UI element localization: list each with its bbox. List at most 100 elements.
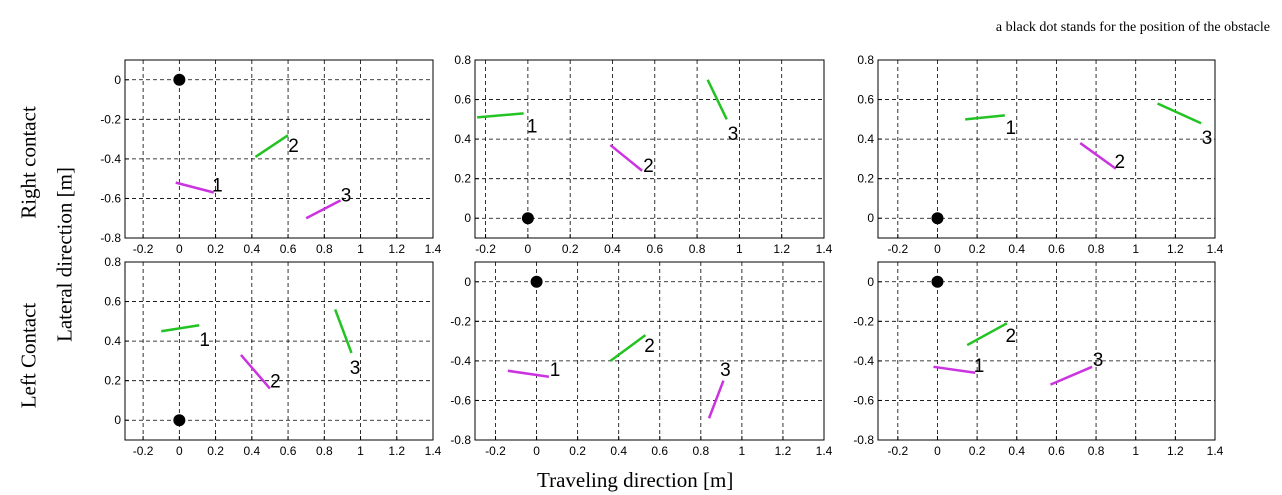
plot-frame [124, 261, 434, 441]
obstacle-dot [173, 414, 186, 427]
x-tick-label: 1.4 [1207, 242, 1224, 256]
x-tick-label: 0.2 [562, 242, 579, 256]
x-tick-label: 0.8 [316, 242, 333, 256]
x-tick-label: 0.8 [692, 444, 709, 458]
x-tick-label: 1.4 [816, 242, 833, 256]
x-tick-label: 0.8 [1088, 444, 1105, 458]
obstacle-dot [530, 275, 543, 288]
segment-1 [933, 365, 976, 374]
plot-frame [877, 261, 1216, 441]
x-tick-label: 0.2 [969, 242, 986, 256]
x-tick-label: 1.4 [1207, 444, 1224, 458]
segment-label-3: 3 [350, 358, 361, 379]
obstacle-note: a black dot stands for the position of t… [995, 20, 1270, 35]
x-tick-label: 0 [176, 444, 183, 458]
x-tick-label: -0.2 [475, 242, 496, 256]
x-tick-label: 0.2 [207, 242, 224, 256]
y-tick-label: 0 [114, 413, 121, 427]
segment-label-1: 1 [212, 176, 223, 197]
plot-frame [877, 59, 1216, 239]
segment-label-3: 3 [1202, 128, 1213, 149]
x-tick-label: -0.2 [133, 444, 154, 458]
x-tick-label: 0.6 [280, 444, 297, 458]
segment-2 [966, 322, 1008, 347]
x-tick-label: 1 [357, 242, 364, 256]
x-tick-label: 0.4 [604, 242, 621, 256]
segment-label-2: 2 [270, 372, 281, 393]
x-tick-label: 1.4 [816, 444, 833, 458]
segment-label-2: 2 [1115, 152, 1126, 173]
subplot-6: -0.2 0 0.2 0.4 0.6 0.8 1 1.2 1.4 -0.8 -0.6 -0.4 -0.2… [853, 261, 1224, 458]
y-tick-label: 0.6 [104, 295, 121, 309]
segment-label-1: 1 [199, 330, 210, 351]
x-tick-label: -0.2 [133, 242, 154, 256]
subplot-3: -0.2 0 0.2 0.4 0.6 0.8 1 1.2 1.4 0 0.2 0.4 0.6 0.8 1 2 3 [857, 53, 1223, 256]
y-tick-label: 0.6 [857, 93, 874, 107]
x-tick-label: 0 [525, 242, 532, 256]
subplot-2: -0.2 0 0.2 0.4 0.6 0.8 1 1.2 1.4 0 0.2 0.4 0.6 0.8 1 2 3 [454, 53, 832, 256]
segment-3 [333, 309, 353, 354]
x-tick-label: 0.6 [1048, 444, 1065, 458]
x-axis-label: Traveling direction [m] [537, 468, 734, 492]
segment-label-3: 3 [341, 185, 352, 206]
segment-label-1: 1 [974, 356, 985, 377]
y-tick-label: 0.8 [104, 255, 121, 269]
y-tick-label: -0.8 [100, 231, 121, 245]
x-tick-label: 0.8 [689, 242, 706, 256]
segment-1 [507, 369, 550, 378]
x-tick-label: 1 [357, 444, 364, 458]
segment-3 [1049, 365, 1093, 386]
y-tick-label: 0 [464, 211, 471, 225]
x-tick-label: 0.4 [243, 444, 260, 458]
y-tick-label: -0.8 [853, 433, 874, 447]
x-tick-label: 1.2 [775, 444, 792, 458]
x-tick-label: 1.4 [425, 444, 442, 458]
x-tick-label: 1 [739, 444, 746, 458]
y-tick-label: 0.2 [454, 172, 471, 186]
x-tick-label: 0.6 [646, 242, 663, 256]
x-tick-label: 0.4 [1008, 444, 1025, 458]
x-tick-label: 0 [176, 242, 183, 256]
x-tick-label: 0.4 [1008, 242, 1025, 256]
x-tick-label: 0 [533, 444, 540, 458]
y-tick-label: 0.4 [454, 132, 471, 146]
y-tick-label: 0.8 [857, 53, 874, 67]
y-tick-label: 0.2 [857, 172, 874, 186]
x-tick-label: 0.8 [1088, 242, 1105, 256]
x-tick-label: 1.2 [388, 444, 405, 458]
segment-2 [240, 354, 271, 390]
x-tick-label: 0.8 [316, 444, 333, 458]
x-tick-label: 0.2 [207, 444, 224, 458]
x-tick-label: 0.2 [969, 444, 986, 458]
y-tick-label: -0.6 [450, 393, 471, 407]
x-tick-label: 0.4 [610, 444, 627, 458]
plot-frame [474, 59, 825, 239]
segment-label-3: 3 [1093, 350, 1104, 371]
y-tick-label: 0 [867, 211, 874, 225]
subplot-1: -0.2 0 0.2 0.4 0.6 0.8 1 1.2 1.4 -0.8 -0.6 -0.4 -0.2… [100, 59, 442, 256]
x-tick-label: 1.2 [1167, 242, 1184, 256]
x-tick-label: 1 [736, 242, 743, 256]
segment-3 [707, 380, 725, 419]
plot-frame [124, 59, 434, 239]
x-tick-label: -0.2 [887, 444, 908, 458]
segment-1 [477, 112, 524, 119]
segment-label-1: 1 [527, 116, 538, 137]
segment-1 [965, 114, 1005, 121]
x-tick-label: 1.2 [1167, 444, 1184, 458]
y-tick-label: -0.2 [450, 314, 471, 328]
segment-3 [305, 199, 342, 220]
subplot-4: -0.2 0 0.2 0.4 0.6 0.8 1 1.2 1.4 0 0.2 0.4 0.6 0.8 1 2 3 [104, 255, 441, 458]
y-tick-label: -0.2 [853, 314, 874, 328]
y-tick-label: 0.8 [454, 53, 471, 67]
x-tick-label: 0 [934, 242, 941, 256]
segment-1 [161, 324, 200, 333]
subplot-5: -0.2 0 0.2 0.4 0.6 0.8 1 1.2 1.4 -0.8 -0.6 -0.4 -0.2… [450, 261, 833, 458]
y-tick-label: 0 [114, 73, 121, 87]
segment-label-1: 1 [1006, 118, 1017, 139]
x-tick-label: 0.2 [569, 444, 586, 458]
plot-frame [474, 261, 825, 441]
x-tick-label: 0.6 [651, 444, 668, 458]
y-tick-label: 0.2 [104, 374, 121, 388]
